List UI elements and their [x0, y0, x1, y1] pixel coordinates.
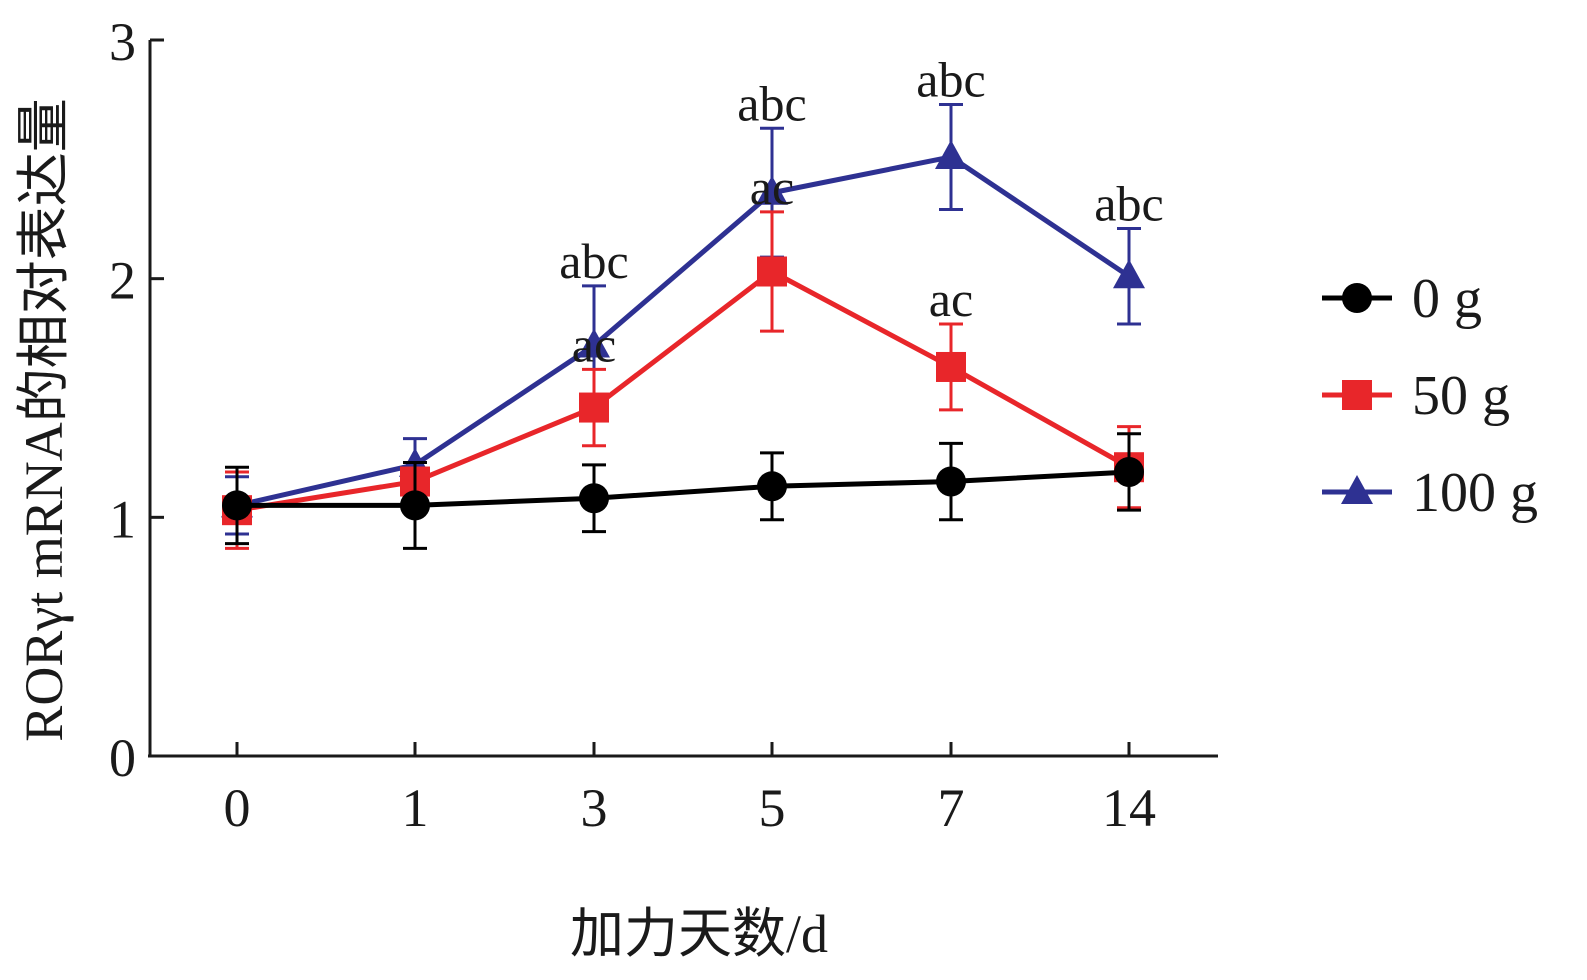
legend-item: 50 g — [1322, 365, 1510, 427]
data-point — [757, 471, 787, 502]
x-tick-label: 7 — [938, 778, 965, 838]
significance-label: abc — [1094, 176, 1163, 232]
data-point — [579, 483, 609, 514]
legend-marker — [1341, 475, 1373, 504]
series-line — [236, 269, 1131, 513]
axes — [148, 40, 1218, 758]
series-100g: abc abc abc abc — [221, 51, 1164, 536]
data-point — [579, 392, 609, 423]
significance-label: ac — [572, 316, 616, 372]
y-axis-title: RORγt mRNA的相对表达量 — [14, 98, 74, 741]
series-line — [236, 154, 1131, 508]
legend-marker — [1342, 380, 1372, 410]
data-point — [756, 175, 788, 205]
legend-item: 100 g — [1322, 462, 1538, 524]
data-point — [936, 351, 966, 382]
significance-label: ac — [929, 271, 973, 327]
data-point — [1113, 259, 1145, 289]
x-tick-label: 0 — [224, 778, 251, 838]
x-tick-label: 3 — [581, 778, 608, 838]
data-point — [757, 256, 787, 287]
data-point — [578, 328, 610, 358]
y-tick-label: 3 — [109, 12, 136, 72]
series-line — [237, 469, 1130, 508]
data-point — [1114, 456, 1144, 487]
legend-label: 0 g — [1412, 268, 1482, 330]
legend-item: 0 g — [1322, 268, 1482, 330]
significance-label: ac — [750, 159, 794, 215]
significance-label: abc — [559, 233, 628, 289]
y-ticks: 0 1 2 3 — [109, 12, 164, 788]
series-0g — [222, 432, 1144, 550]
y-tick-label: 0 — [109, 728, 136, 788]
data-point — [222, 490, 252, 521]
y-tick-label: 1 — [109, 489, 136, 549]
significance-label: abc — [916, 51, 985, 107]
x-ticks: 0 1 3 5 7 14 — [224, 742, 1156, 838]
data-point — [935, 139, 967, 169]
legend-label: 100 g — [1412, 462, 1538, 524]
y-tick-label: 2 — [109, 251, 136, 311]
data-point — [936, 466, 966, 497]
series-layer: abc abc abc abc ac ac ac — [221, 51, 1164, 550]
legend-marker — [1342, 283, 1372, 313]
x-tick-label: 14 — [1102, 778, 1156, 838]
x-tick-label: 1 — [402, 778, 429, 838]
data-point — [400, 490, 430, 521]
x-tick-label: 5 — [759, 778, 786, 838]
legend-label: 50 g — [1412, 365, 1510, 427]
legend: 0 g 50 g 100 g — [1322, 268, 1538, 524]
x-axis-title: 加力天数/d — [570, 904, 828, 964]
significance-label: abc — [737, 75, 806, 131]
